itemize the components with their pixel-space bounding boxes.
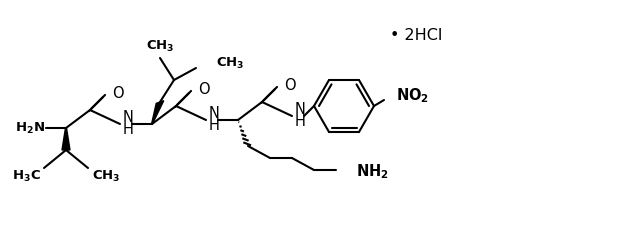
Text: $\mathbf{H_2N}$: $\mathbf{H_2N}$ (15, 121, 45, 136)
Text: $\mathbf{NH_2}$: $\mathbf{NH_2}$ (356, 163, 388, 181)
Text: $\mathbf{NO_2}$: $\mathbf{NO_2}$ (396, 87, 429, 105)
Text: $\mathbf{H_3C}$: $\mathbf{H_3C}$ (12, 168, 40, 184)
Text: H: H (295, 115, 306, 129)
Text: N: N (123, 110, 134, 124)
Text: H: H (209, 119, 220, 133)
Text: $\mathbf{CH_3}$: $\mathbf{CH_3}$ (146, 38, 174, 54)
Polygon shape (62, 128, 70, 150)
Text: N: N (209, 105, 220, 121)
Text: O: O (284, 79, 296, 93)
Text: • 2HCl: • 2HCl (390, 28, 442, 42)
Text: N: N (295, 101, 306, 117)
Polygon shape (152, 101, 164, 124)
Text: $\mathbf{CH_3}$: $\mathbf{CH_3}$ (216, 56, 244, 70)
Text: O: O (112, 87, 124, 101)
Text: H: H (123, 123, 134, 137)
Text: $\mathbf{CH_3}$: $\mathbf{CH_3}$ (92, 168, 120, 184)
Text: O: O (198, 83, 210, 97)
